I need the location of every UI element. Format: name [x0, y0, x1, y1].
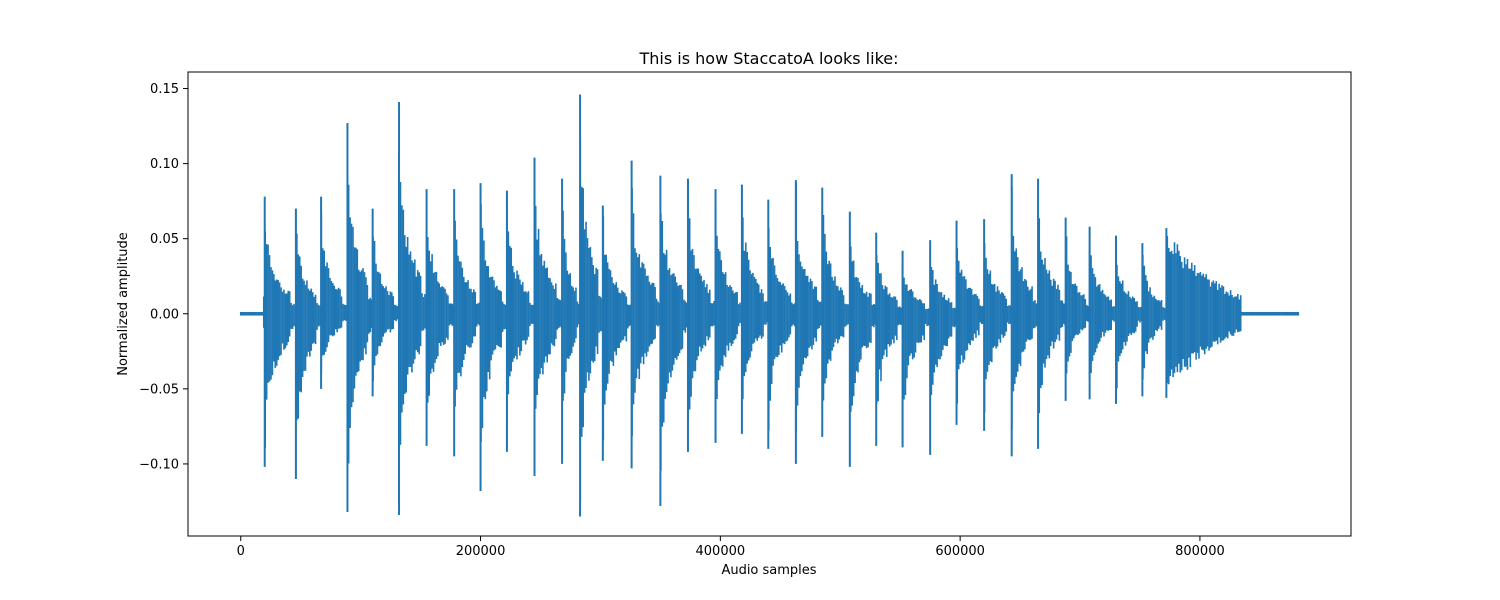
- x-tick-label: 200000: [456, 544, 506, 559]
- x-tick-label: 0: [237, 544, 245, 559]
- x-tick-label: 400000: [696, 544, 746, 559]
- x-tick-label: 600000: [935, 544, 985, 559]
- y-tick-label: 0.10: [150, 157, 179, 172]
- waveform-series: [239, 94, 1300, 517]
- chart-title: This is how StaccatoA looks like:: [638, 49, 898, 68]
- y-tick-label: 0.05: [150, 232, 179, 247]
- x-axis-label: Audio samples: [721, 563, 816, 578]
- y-axis: −0.10 −0.05 0.00 0.05 0.10 0.15: [139, 82, 188, 472]
- x-axis: 0 200000 400000 600000 800000: [237, 536, 1225, 559]
- y-axis-label: Normalized amplitude: [116, 232, 131, 376]
- y-tick-label: −0.05: [139, 382, 179, 397]
- y-tick-label: −0.10: [139, 457, 179, 472]
- x-tick-label: 800000: [1175, 544, 1225, 559]
- plot-area: [187, 71, 1352, 537]
- y-tick-label: 0.00: [150, 307, 179, 322]
- axes-frame: [187, 71, 1352, 537]
- y-tick-label: 0.15: [150, 82, 179, 97]
